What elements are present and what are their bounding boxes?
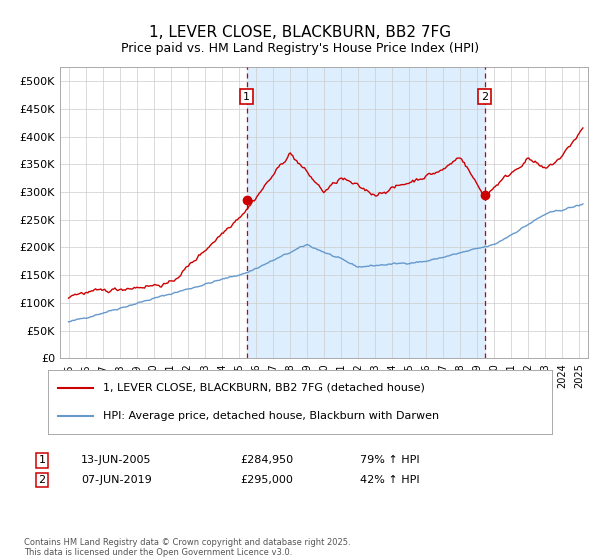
Text: 42% ↑ HPI: 42% ↑ HPI [360, 475, 419, 485]
Text: £284,950: £284,950 [240, 455, 293, 465]
Text: 1, LEVER CLOSE, BLACKBURN, BB2 7FG (detached house): 1, LEVER CLOSE, BLACKBURN, BB2 7FG (deta… [103, 382, 425, 393]
Text: 79% ↑ HPI: 79% ↑ HPI [360, 455, 419, 465]
Text: 1: 1 [38, 455, 46, 465]
Text: Price paid vs. HM Land Registry's House Price Index (HPI): Price paid vs. HM Land Registry's House … [121, 42, 479, 55]
Text: £295,000: £295,000 [240, 475, 293, 485]
Text: 1: 1 [243, 92, 250, 101]
Text: 2: 2 [481, 92, 488, 101]
Bar [247, 67, 485, 358]
Text: 07-JUN-2019: 07-JUN-2019 [81, 475, 152, 485]
Text: HPI: Average price, detached house, Blackburn with Darwen: HPI: Average price, detached house, Blac… [103, 411, 440, 421]
Text: 2: 2 [38, 475, 46, 485]
Text: Contains HM Land Registry data © Crown copyright and database right 2025.
This d: Contains HM Land Registry data © Crown c… [24, 538, 350, 557]
Text: 1, LEVER CLOSE, BLACKBURN, BB2 7FG: 1, LEVER CLOSE, BLACKBURN, BB2 7FG [149, 25, 451, 40]
Text: 13-JUN-2005: 13-JUN-2005 [81, 455, 151, 465]
